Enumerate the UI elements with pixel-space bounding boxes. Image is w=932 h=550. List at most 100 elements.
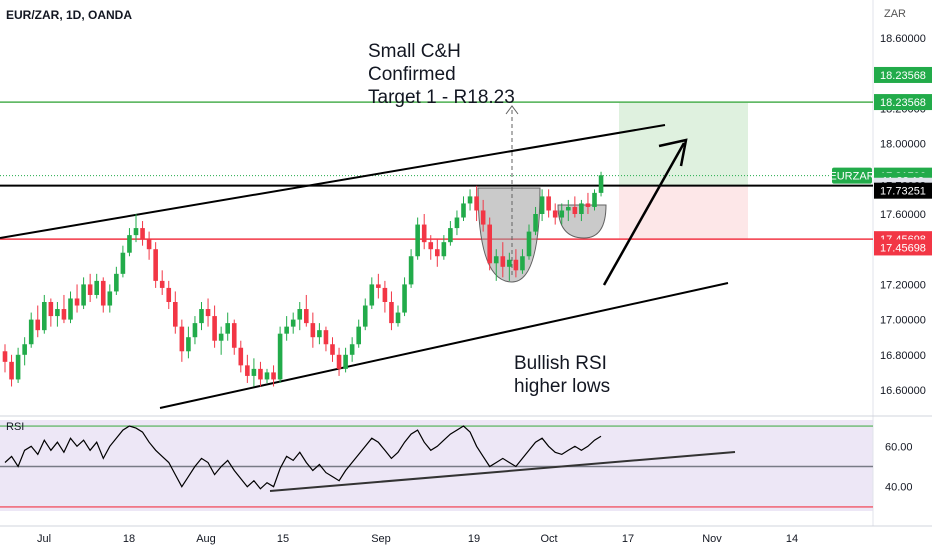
candle-body [330,344,335,355]
candle-body [493,256,499,264]
rsi-trendline [269,451,736,492]
candle-body [480,210,486,225]
candle-body [100,280,106,306]
candle-body [140,228,145,239]
candle-body [48,302,54,317]
candle-body [343,354,348,369]
candle-body [310,323,316,338]
candle-body [186,337,191,352]
candle-body [28,319,34,345]
candle-body [120,252,126,274]
candle-body [520,256,525,271]
candle-body [179,326,185,352]
stop-zone [619,185,748,240]
rsi-tick: 40.00 [885,482,913,494]
rsi-tick: 60.00 [885,441,913,453]
candle-body [500,256,506,267]
candle-body [304,309,309,324]
candle-body [395,312,401,324]
candle-body [231,323,237,348]
ch-annotation: Small C&H Confirmed Target 1 - R18.23 [368,40,515,109]
ch-annotation-line1: Small C&H [368,41,461,62]
candle-body [199,309,204,324]
candle-body [153,249,158,281]
time-tick: 19 [468,533,480,545]
candle-body [166,287,172,302]
price-tag-bg [832,167,872,184]
candle-body [389,302,394,324]
candle-body [566,206,571,211]
candle-body [94,280,99,295]
candle-body [487,224,492,264]
candle-body [238,347,244,366]
candle-body [107,291,113,306]
time-tick: Sep [371,533,391,545]
time-tick: Jul [37,533,51,545]
candle-body [526,231,532,257]
time-tick: Oct [540,533,557,545]
price-tag-label: 18.23568 [880,70,926,82]
price-tick: 18.00000 [880,139,926,151]
candle-body [435,249,440,257]
price-tag-label: EURZAR [829,171,874,183]
candle-body [579,203,584,214]
candle-body [212,316,217,341]
candle-body [42,302,47,331]
ch-annotation-line2: Confirmed [368,64,456,85]
candle-body [81,284,86,306]
candle-body [408,256,414,285]
candle-body [467,196,473,204]
candle-body [146,238,152,250]
time-tick: Nov [702,533,722,545]
candle-body [428,242,434,250]
price-tag-bg [874,239,932,256]
candle-body [74,298,80,306]
candle-body [421,224,427,243]
candle-body [356,326,361,345]
candle-body [127,235,132,253]
candle-body [507,259,512,267]
candle-body [68,298,73,320]
candle-body [225,323,230,334]
candle-body [559,210,565,218]
candle-body [114,273,119,292]
candle-body [15,354,21,380]
price-tick: 17.00000 [880,315,926,327]
candle-body [323,330,329,345]
candle-body [585,203,591,207]
candle-body [415,224,420,257]
price-tick: 17.20000 [880,279,926,291]
candle-body [284,326,289,334]
price-tag-label: 17.45698 [880,242,926,254]
candle-body [448,228,453,243]
symbol-title[interactable]: EUR/ZAR, 1D, OANDA [6,8,133,22]
time-tick: 14 [786,533,798,545]
candle-body [454,217,460,229]
handle-shape [557,204,607,239]
candle-body [349,344,355,355]
price-tag-bg [874,94,932,111]
candle-body [277,333,283,380]
price-tick: 16.80000 [880,350,926,362]
candle-body [572,206,578,214]
candle-body [336,354,342,369]
candle-body [251,368,257,376]
time-tick: 17 [622,533,634,545]
candle-body [552,210,558,218]
candle-body [461,203,466,218]
rsi-annotation: Bullish RSI higher lows [514,352,610,398]
candle-body [513,259,519,271]
price-tag-bg [874,182,932,199]
candle-body [376,284,381,288]
measured-move-arrow [505,105,519,115]
candle-body [192,323,198,338]
candle-body [205,309,211,317]
channel-upper [0,124,666,239]
candle-body [87,284,93,295]
rsi-pane-label: RSI [6,421,25,433]
candle-body [441,242,447,257]
candle-body [546,196,551,211]
price-tag-label: 17.73251 [880,186,926,198]
